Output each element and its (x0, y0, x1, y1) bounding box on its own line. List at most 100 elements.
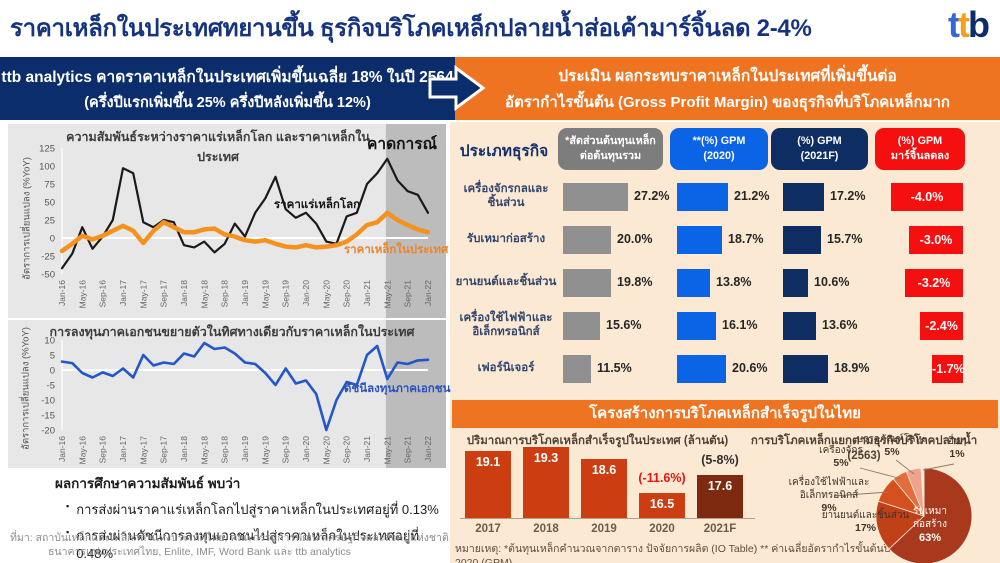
page-title: ราคาเหล็กในประเทศทยานขึ้น ธุรกิจบริโภคเห… (10, 15, 812, 42)
ttb-logo: ttb (948, 4, 990, 46)
bullet-square-icon: ▪ (66, 527, 70, 537)
svg-text:75: 75 (44, 180, 55, 191)
series-private-investment-label: ดัชนีลงทุนภาคเอกชน (344, 383, 451, 395)
svg-text:Sep-20: Sep-20 (342, 436, 352, 464)
bar-chart-subtitle: ปริมาณการบริโภคเหล็กสำเร็จรูปในประเทศ (ล… (466, 435, 729, 447)
svg-text:May-17: May-17 (138, 436, 148, 465)
gpm-impact-panel: ประเภทธุรกิจ *สัดส่วนต้นทุนเหล็ก ต่อต้นท… (450, 122, 1000, 563)
svg-text:25: 25 (44, 216, 55, 227)
svg-text:Sep-19: Sep-19 (281, 280, 291, 308)
gpm-2020-bar (677, 226, 722, 254)
gpm-2021f-bar (783, 312, 816, 340)
svg-text:Sep-16: Sep-16 (98, 436, 108, 464)
svg-text:May-20: May-20 (321, 280, 331, 309)
column-header-margin-drop: (%) GPM มาร์จิ้นลดลง (875, 128, 965, 170)
table-row-label: รับเหมาก่อสร้าง (466, 233, 546, 246)
svg-text:May-20: May-20 (321, 436, 331, 465)
pie-label-electronics: เครื่องใช้ไฟฟ้าและ อิเล็กทรอนิกส์ 9% (788, 477, 870, 514)
left-banner-line1: ttb analytics คาดราคาเหล็กในประเทศเพิ่มข… (1, 68, 454, 86)
left-headline-banner: ttb analytics คาดราคาเหล็กในประเทศเพิ่มข… (0, 57, 455, 120)
cost-share-bar (563, 355, 591, 383)
bar-value: 10.6% (814, 275, 850, 289)
finding-bullet-text: การส่งผ่านดัชนีการลงทุนเอกชนไปสู่ราคาเหล… (76, 528, 419, 561)
bar-value: 21.2% (734, 189, 770, 203)
pie-label-construction: รับเหมา ก่อสร้าง 63% (912, 506, 948, 544)
bar-value: 15.7% (827, 232, 863, 246)
svg-text:Sep-21: Sep-21 (403, 436, 413, 464)
svg-text:50: 50 (44, 198, 55, 209)
right-headline-banner: ประเมิน ผลกระทบราคาเหล็กในประเทศที่เพิ่ม… (455, 57, 1000, 120)
margin-drop-badge: -3.2% (905, 269, 963, 297)
finding-bullet-text: การส่งผ่านราคาแร่เหล็กโลกไปสู่ราคาเหล็กใ… (76, 502, 439, 517)
source-line1: ที่มา: สถาบันเหล็กและเหล็กกล้าแห่งประเทศ… (10, 532, 452, 544)
bar-year-label: 2019 (591, 523, 617, 535)
svg-text:0: 0 (50, 366, 55, 377)
svg-text:May-21: May-21 (382, 436, 392, 465)
margin-drop-badge: -1.7% (932, 355, 965, 383)
gpm-2021f-bar (783, 355, 828, 383)
svg-text:Jan-21: Jan-21 (362, 436, 372, 462)
svg-text:Jan-18: Jan-18 (179, 436, 189, 462)
structure-section-banner: โครงสร้างการบริโภคเหล็กสำเร็จรูปในไทย (452, 400, 998, 428)
chart1-title: ความสัมพันธ์ระหว่างราคาแร่เหล็กโลก และรา… (66, 130, 370, 164)
gpm-2021f-bar (783, 183, 824, 211)
pie-label-automotive: ยานยนต์และชิ้นส่วน 17% (821, 510, 910, 534)
steel-consumption-pie (833, 459, 973, 563)
bar-value-label: 18.6 (591, 463, 617, 477)
pie-label-others: อื่นๆ 1% (947, 436, 967, 460)
cost-share-bar (563, 183, 628, 211)
bar-year-label: 2020 (649, 523, 675, 535)
svg-text:Jan-16: Jan-16 (57, 436, 67, 462)
chart-private-investment: 10 5 0 -5 -10 -15 -20 Jan-16 May-16 Sep-16 Jan-17 M… (8, 320, 450, 468)
consumption-bar (523, 447, 569, 518)
svg-text:Jan-20: Jan-20 (301, 280, 311, 306)
bar-value: 18.9% (834, 361, 870, 375)
table-row-label: เฟอร์นิเจอร์ (477, 362, 535, 375)
pie-label-machinery: เครื่องจักร 5% (819, 445, 863, 469)
consumption-bar (697, 475, 743, 518)
bar-value-label: 19.3 (533, 451, 559, 465)
svg-text:Sep-20: Sep-20 (342, 280, 352, 308)
svg-text:May-16: May-16 (77, 436, 87, 465)
bullet-square-icon: ▪ (66, 501, 70, 511)
gpm-2020-bar (677, 269, 710, 297)
column-header-steel-cost-share: *สัดส่วนต้นทุนเหล็ก ต่อต้นทุนรวม (558, 128, 663, 170)
margin-drop-badge: -4.0% (891, 183, 963, 211)
chart2-y-axis-label: อัตราการเปลี่ยนแปลง (%YoY) (20, 327, 32, 450)
bar-value: 15.6% (606, 318, 642, 332)
bar-value: 13.8% (716, 275, 752, 289)
svg-text:Jan-19: Jan-19 (240, 436, 250, 462)
chart2-title: การลงทุนภาคเอกชนขยายตัวในทิศทางเดียวกับร… (49, 325, 415, 339)
column-header-gpm-2021f: (%) GPM (2021F) (771, 128, 868, 170)
gpm-2021f-bar (783, 226, 821, 254)
svg-text:May-19: May-19 (260, 280, 270, 309)
left-banner-line2: (ครึ่งปีแรกเพิ่มขึ้น 25% ครึ่งปีหลังเพิ่… (84, 94, 371, 111)
finding-bullet: ▪ การส่งผ่านราคาแร่เหล็กโลกไปสู่ราคาเหล็ก… (66, 499, 450, 520)
bar-value: 18.7% (728, 232, 764, 246)
gpm-2020-bar (677, 355, 726, 383)
bar-annotation: (-11.6%) (638, 471, 686, 485)
table-row-label: เครื่องจักรกลและ ชิ้นส่วน (463, 183, 549, 209)
consumption-bar (581, 459, 627, 518)
svg-text:5: 5 (50, 351, 55, 362)
series-world-iron-ore-label: ราคาแร่เหล็กโลก (274, 199, 361, 211)
gpm-2020-bar (677, 183, 728, 211)
table-row-label: เครื่องใช้ไฟฟ้าและ อิเล็กทรอนิกส์ (459, 312, 553, 338)
svg-text:Jan-18: Jan-18 (179, 280, 189, 306)
svg-text:May-16: May-16 (77, 280, 87, 309)
svg-text:100: 100 (39, 162, 55, 173)
svg-text:-50: -50 (41, 270, 55, 281)
cost-share-bar (563, 312, 600, 340)
bar-year-label: 2018 (533, 523, 559, 535)
svg-text:Sep-16: Sep-16 (98, 280, 108, 308)
svg-text:May-21: May-21 (382, 280, 392, 309)
finding-bullet: ▪ การส่งผ่านดัชนีการลงทุนเอกชนไปสู่ราคาเห… (66, 525, 450, 561)
pie-label-metal-packaging: บรรจุภัณฑ์โลหะ 5% (856, 434, 928, 458)
table-row-label: ยานยนต์และชิ้นส่วน (455, 276, 557, 289)
column-header-gpm-2020: **(%) GPM (2020) (670, 128, 768, 170)
gpm-2021f-bar (783, 269, 808, 297)
chart1-y-axis-label: อัตราการเปลี่ยนแปลง (%YoY) (21, 157, 33, 280)
svg-text:Jan-19: Jan-19 (240, 280, 250, 306)
